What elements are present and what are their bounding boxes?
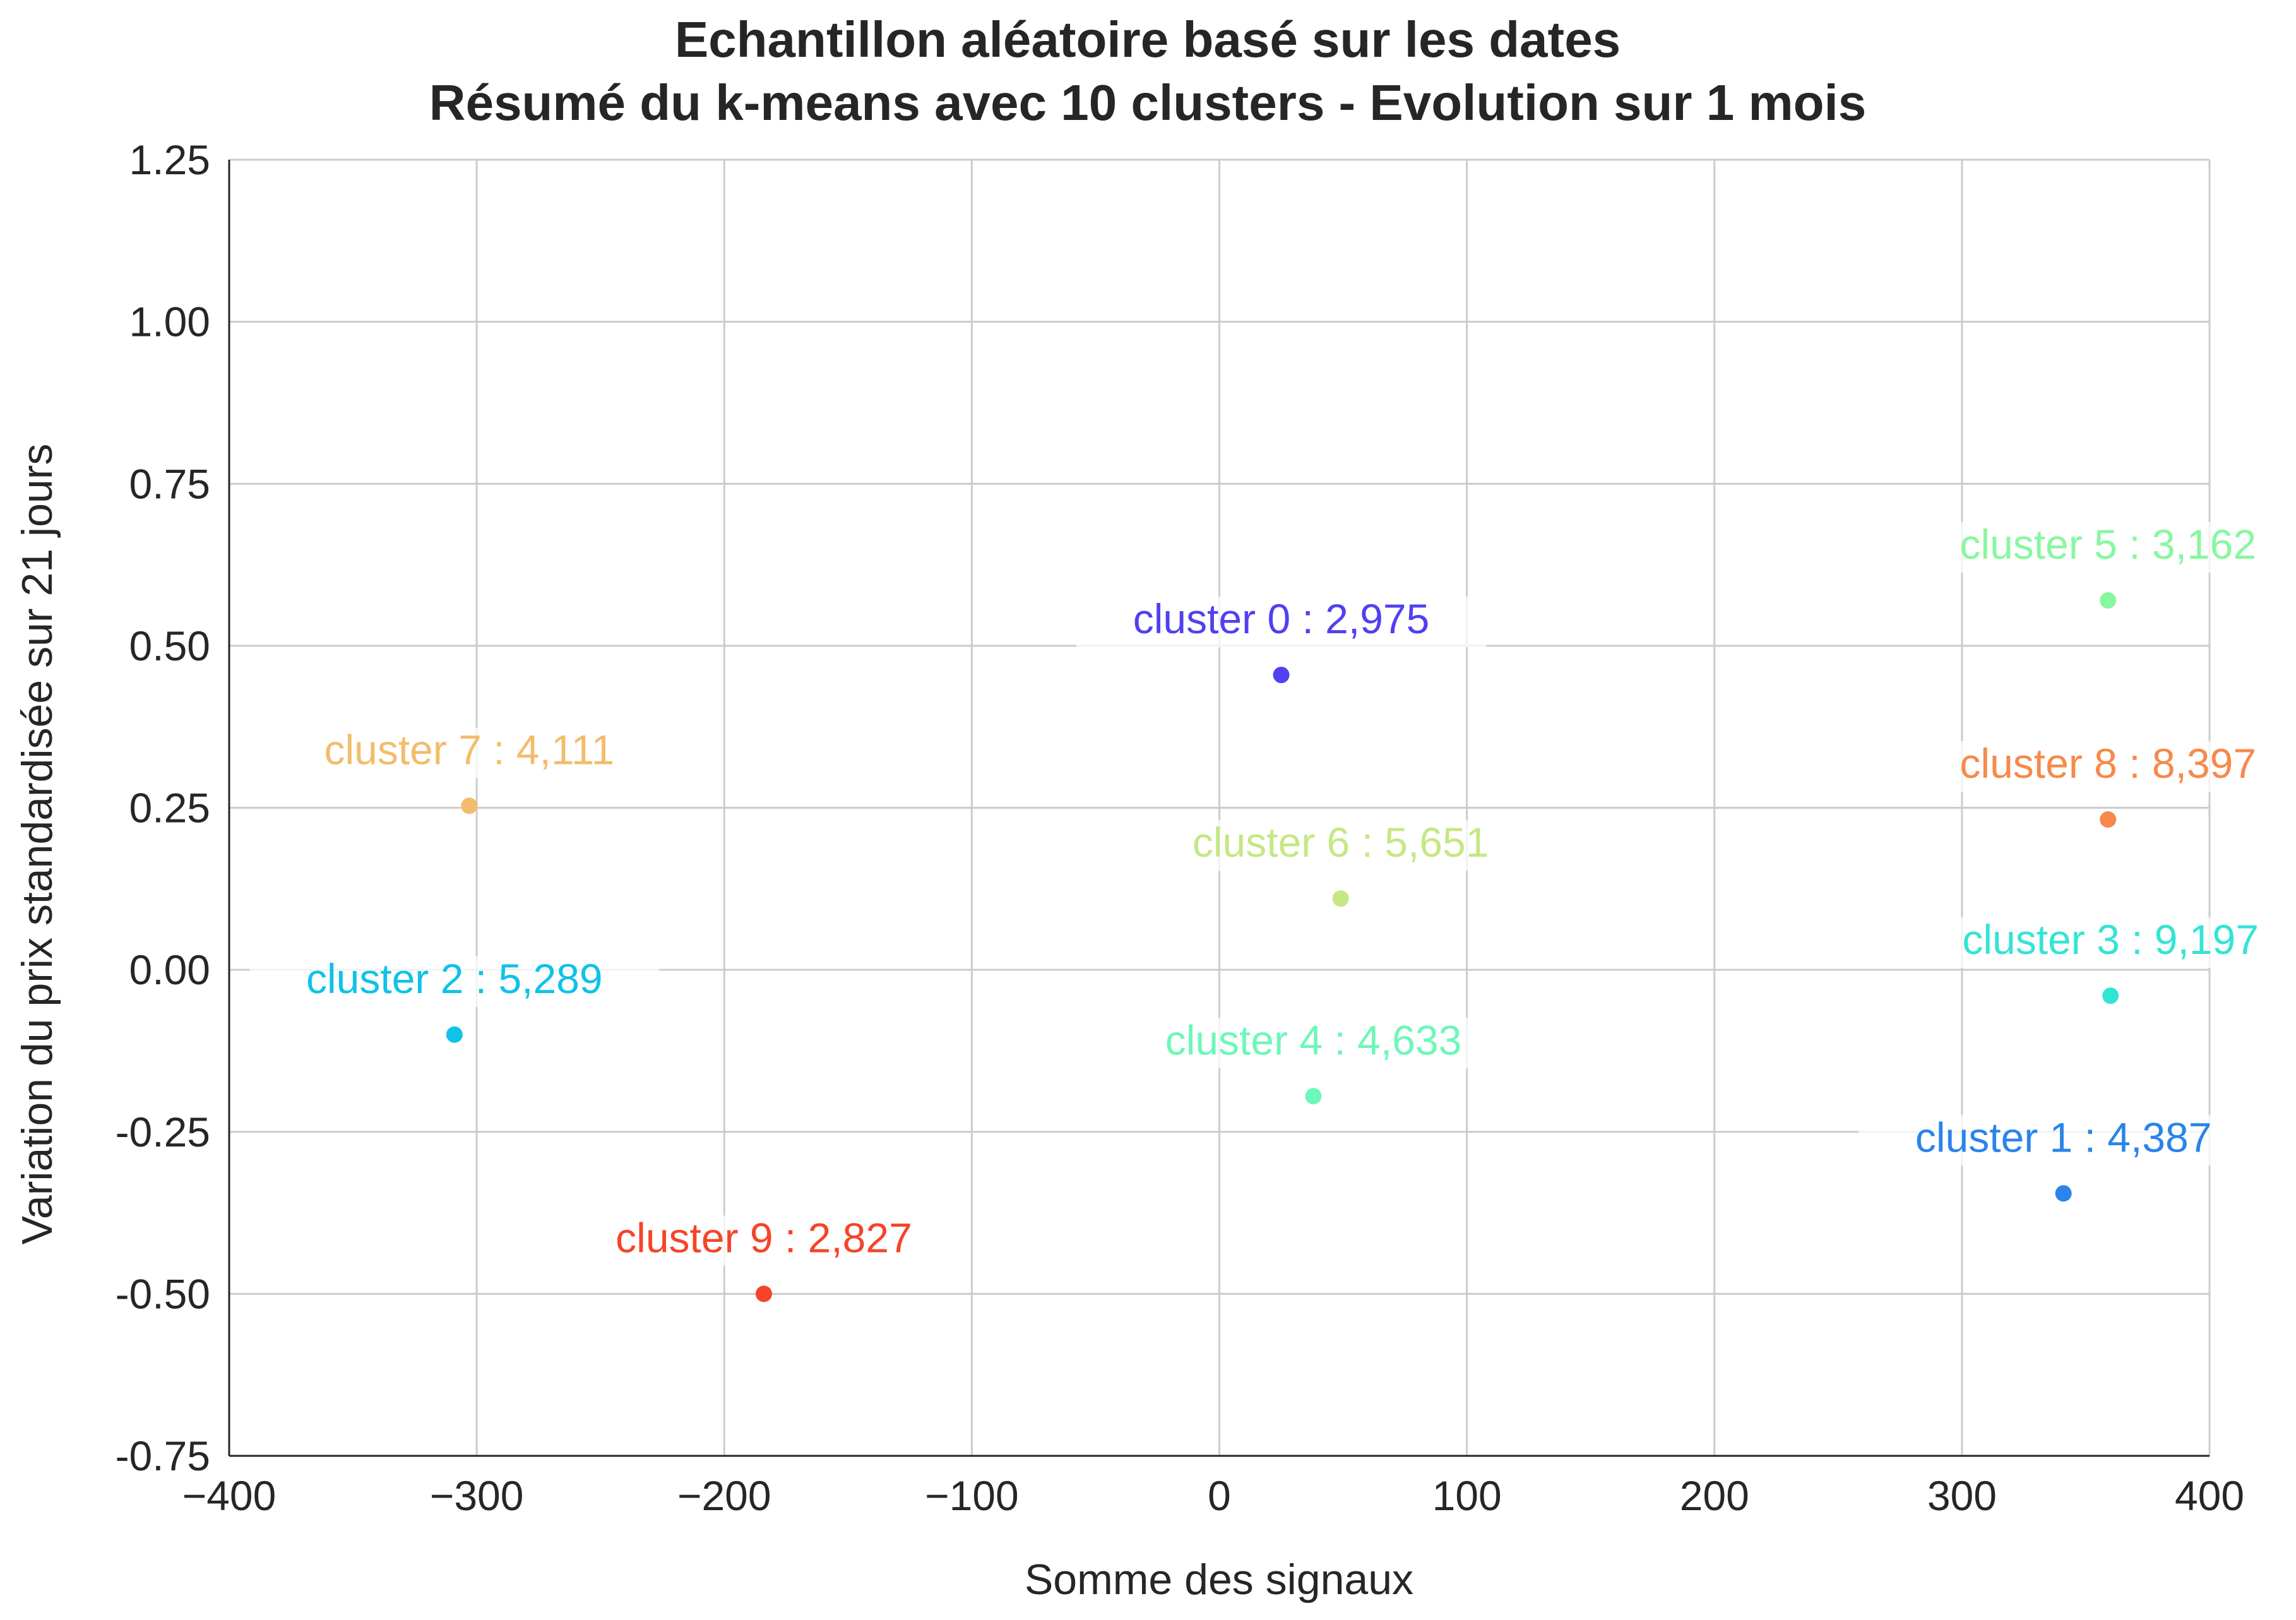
scatter-point	[2055, 1185, 2072, 1202]
x-tick-label: 0	[1208, 1472, 1231, 1519]
x-tick-label: 100	[1432, 1472, 1502, 1519]
point-label: cluster 5 : 3,162	[1960, 521, 2256, 568]
chart-title: Echantillon aléatoire basé sur les dates…	[429, 11, 1866, 131]
x-tick-label: −300	[430, 1472, 524, 1519]
point-label: cluster 0 : 2,975	[1133, 595, 1430, 642]
point-label: cluster 8 : 8,397	[1960, 740, 2256, 787]
point-label-background	[1903, 741, 2296, 792]
scatter-point	[1332, 890, 1349, 907]
scatter-point	[2100, 592, 2117, 609]
y-tick-label: 0.75	[129, 460, 210, 507]
scatter-point	[755, 1285, 772, 1302]
point-label: cluster 1 : 4,387	[1915, 1114, 2212, 1160]
point-label: cluster 6 : 5,651	[1193, 819, 1489, 866]
point-label-background	[264, 727, 674, 778]
point-label-background	[559, 1215, 969, 1266]
x-axis-ticks: −400 −300 −200 −100 0 100 200 300 400	[182, 1472, 2244, 1519]
scatter-point	[1305, 1088, 1322, 1105]
point-label-background	[1903, 522, 2296, 573]
point-label-background	[1136, 820, 1546, 871]
y-tick-label: -0.50	[116, 1270, 210, 1317]
axes	[228, 160, 2210, 1457]
data-points	[446, 592, 2119, 1302]
point-labels: cluster 0 : 2,975 cluster 1 : 4,387 cluste…	[249, 521, 2296, 1266]
y-axis-ticks: -0.75 -0.50 -0.25 0.00 0.25 0.50 0.75 1.00 1.25	[116, 136, 210, 1479]
y-tick-label: -0.25	[116, 1109, 210, 1155]
point-label-background	[1905, 917, 2296, 968]
point-label-background	[1109, 1018, 1519, 1069]
x-tick-label: −100	[925, 1472, 1019, 1519]
point-label-background	[249, 956, 660, 1007]
y-tick-label: 1.25	[129, 136, 210, 183]
point-label: cluster 3 : 9,197	[1962, 916, 2259, 963]
x-tick-label: 300	[1927, 1472, 1997, 1519]
point-label: cluster 7 : 4,111	[324, 726, 614, 773]
point-label: cluster 2 : 5,289	[306, 955, 603, 1002]
y-tick-label: 0.00	[129, 946, 210, 993]
scatter-point	[461, 797, 478, 814]
x-tick-label: −400	[182, 1472, 277, 1519]
scatter-point	[2102, 987, 2119, 1004]
y-axis-label: Variation du prix standardisée sur 21 jo…	[13, 444, 61, 1245]
point-label: cluster 9 : 2,827	[616, 1214, 912, 1261]
chart-title-line-1: Echantillon aléatoire basé sur les dates	[675, 11, 1621, 68]
point-label: cluster 4 : 4,633	[1165, 1016, 1462, 1063]
y-tick-label: 1.00	[129, 299, 210, 345]
y-tick-label: 0.50	[129, 622, 210, 669]
grid	[228, 158, 2211, 1457]
x-tick-label: −200	[677, 1472, 771, 1519]
y-tick-label: -0.75	[116, 1432, 210, 1479]
point-label-background	[1076, 597, 1487, 648]
x-axis-label: Somme des signaux	[1025, 1556, 1413, 1604]
x-tick-label: 200	[1680, 1472, 1749, 1519]
x-tick-label: 400	[2175, 1472, 2244, 1519]
scatter-point	[2100, 811, 2117, 828]
point-label-background	[1859, 1115, 2269, 1166]
scatter-point	[446, 1026, 463, 1043]
y-tick-label: 0.25	[129, 785, 210, 831]
scatter-point	[1273, 667, 1290, 684]
chart-title-line-2: Résumé du k-means avec 10 clusters - Evo…	[429, 74, 1866, 131]
